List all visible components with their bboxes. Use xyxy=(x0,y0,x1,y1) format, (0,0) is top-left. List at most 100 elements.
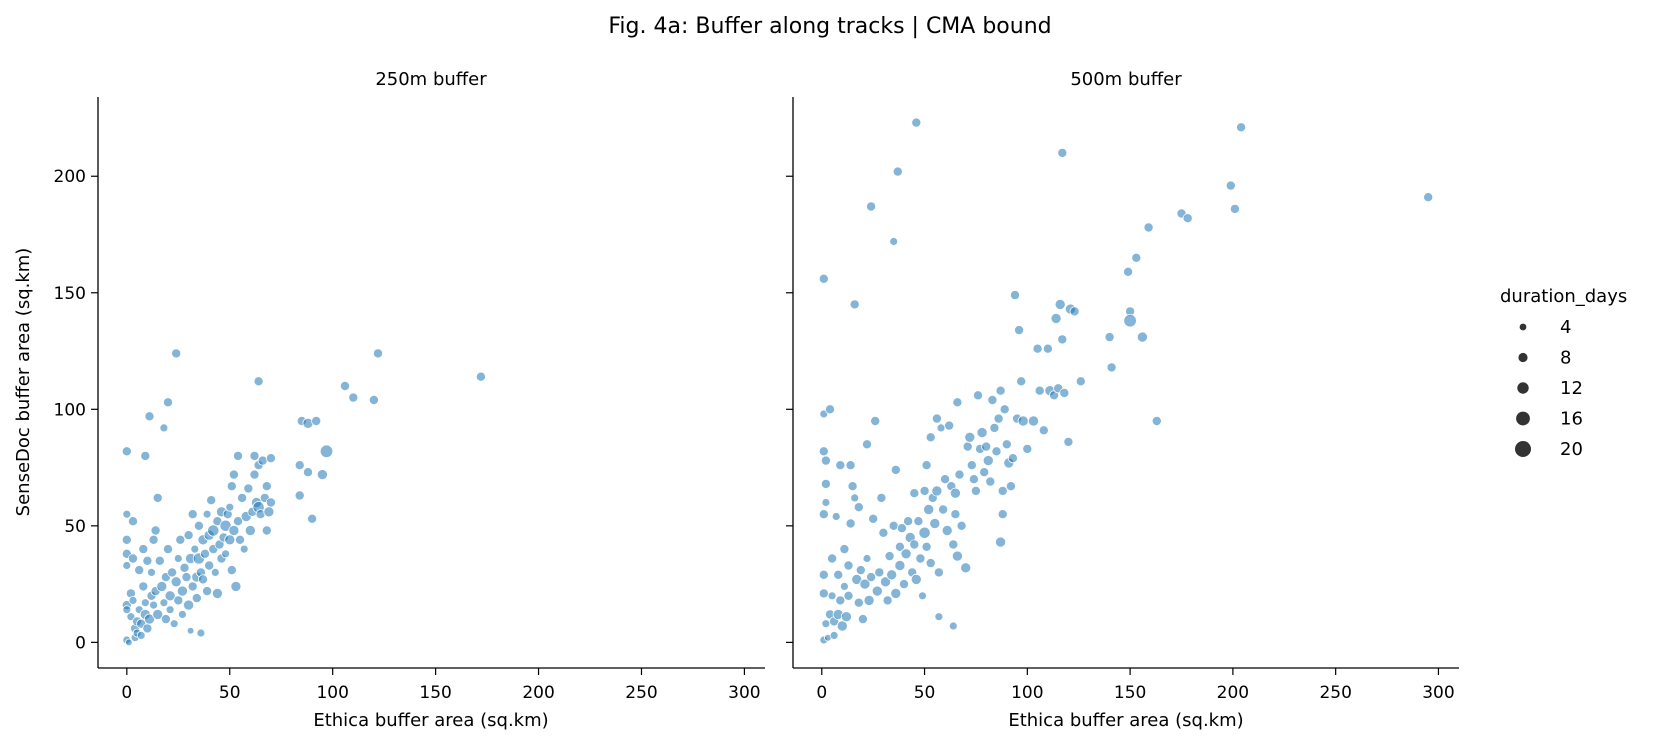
scatter-point-250m-33 xyxy=(148,534,159,545)
scatter-point-500m-150 xyxy=(1104,332,1115,343)
x-tick-label-250m-0: 0 xyxy=(121,683,132,703)
scatter-point-500m-10 xyxy=(821,619,831,629)
panel-500m: 500m buffer 0 50 100 150 200 250 300 Ethica bu… xyxy=(786,69,1459,731)
x-tick-label-250m-100: 100 xyxy=(316,683,348,703)
scatter-point-500m-94 xyxy=(948,539,959,550)
scatter-point-500m-126 xyxy=(1005,481,1016,492)
scatter-point-250m-22 xyxy=(138,581,149,592)
scatter-point-500m-144 xyxy=(1057,334,1068,345)
scatter-point-500m-23 xyxy=(836,620,848,632)
scatter-point-500m-4 xyxy=(818,569,829,580)
scatter-point-250m-135 xyxy=(372,348,383,359)
scatter-point-500m-160 xyxy=(1182,213,1193,224)
scatter-point-250m-12 xyxy=(127,553,138,564)
scatter-point-500m-114 xyxy=(985,476,996,487)
scatter-point-500m-106 xyxy=(968,474,979,485)
x-axis-label-250m: Ethica buffer area (sq.km) xyxy=(313,710,548,731)
scatter-point-500m-39 xyxy=(859,578,871,590)
legend-label-12: 12 xyxy=(1560,378,1583,399)
y-tick-label-250m-150: 150 xyxy=(54,284,86,304)
scatter-point-500m-148 xyxy=(1069,306,1080,317)
scatter-point-500m-65 xyxy=(903,516,914,527)
scatter-point-250m-25 xyxy=(140,598,150,608)
scatter-point-250m-65 xyxy=(187,581,198,592)
scatter-point-250m-77 xyxy=(202,586,213,597)
scatter-point-250m-31 xyxy=(147,568,156,577)
legend-entries: 4 8 12 16 20 xyxy=(1515,317,1583,460)
scatter-point-500m-48 xyxy=(874,567,885,578)
scatter-point-500m-72 xyxy=(913,516,924,527)
scatter-point-250m-1 xyxy=(122,509,132,519)
scatter-point-500m-26 xyxy=(840,611,852,623)
scatter-point-500m-84 xyxy=(931,413,942,424)
scatter-point-500m-116 xyxy=(989,422,1000,433)
scatter-point-500m-14 xyxy=(827,553,838,564)
scatter-point-500m-96 xyxy=(950,509,961,520)
scatter-point-500m-57 xyxy=(890,464,901,475)
scatter-point-500m-151 xyxy=(1106,362,1117,373)
scatter-point-500m-40 xyxy=(862,439,873,450)
scatter-point-250m-133 xyxy=(348,392,359,403)
scatter-point-500m-32 xyxy=(849,299,860,310)
scatter-point-250m-26 xyxy=(140,450,151,461)
scatter-point-250m-49 xyxy=(167,567,178,578)
panel-title-250m: 250m buffer xyxy=(375,69,487,90)
scatter-point-250m-119 xyxy=(261,481,272,492)
scatter-point-250m-136 xyxy=(475,371,486,382)
scatter-point-500m-25 xyxy=(840,582,849,591)
scatter-point-500m-71 xyxy=(910,573,922,585)
scatter-point-250m-93 xyxy=(224,534,236,546)
scatter-point-250m-35 xyxy=(150,525,161,536)
scatter-point-250m-54 xyxy=(173,554,183,563)
scatter-point-500m-156 xyxy=(1136,331,1148,343)
scatter-point-500m-74 xyxy=(918,591,927,601)
scatter-point-500m-113 xyxy=(982,455,994,467)
legend-marker-12 xyxy=(1517,382,1529,394)
scatter-point-250m-62 xyxy=(186,626,195,635)
scatter-point-250m-96 xyxy=(226,481,237,492)
scatter-point-500m-29 xyxy=(845,460,856,471)
scatter-point-500m-91 xyxy=(941,525,953,537)
scatter-point-250m-13 xyxy=(128,596,138,605)
scatter-point-250m-57 xyxy=(177,610,187,619)
scatter-point-500m-47 xyxy=(871,585,883,597)
x-tick-label-250m-200: 200 xyxy=(522,683,554,703)
scatter-point-500m-78 xyxy=(921,460,932,471)
x-tick-label-250m-300: 300 xyxy=(728,683,760,703)
scatter-point-500m-68 xyxy=(909,488,920,499)
scatter-point-250m-127 xyxy=(302,467,313,478)
scatter-point-500m-149 xyxy=(1075,376,1086,387)
scatter-point-500m-15 xyxy=(827,591,837,601)
scatter-point-500m-27 xyxy=(843,560,854,571)
y-tick-label-250m-200: 200 xyxy=(54,167,86,187)
x-ticks-500m: 0 50 100 150 200 250 300 xyxy=(816,668,1455,703)
x-axis-label-500m: Ethica buffer area (sq.km) xyxy=(1008,710,1243,731)
scatter-point-500m-9 xyxy=(821,498,831,507)
size-legend: duration_days 4 8 12 16 20 xyxy=(1500,286,1627,460)
scatter-point-250m-129 xyxy=(311,415,322,426)
panel-title-500m: 500m buffer xyxy=(1070,69,1182,90)
scatter-point-250m-69 xyxy=(193,520,204,531)
y-tick-label-250m-0: 0 xyxy=(75,633,86,653)
scatter-point-500m-52 xyxy=(882,595,893,606)
scatter-point-500m-162 xyxy=(1229,203,1240,214)
scatter-point-250m-0 xyxy=(121,446,132,457)
figure-title: Fig. 4a: Buffer along tracks | CMA bound xyxy=(608,14,1051,39)
scatter-point-500m-70 xyxy=(911,117,922,128)
scatter-point-500m-69 xyxy=(909,539,920,550)
scatter-point-500m-120 xyxy=(995,385,1006,396)
scatter-point-250m-97 xyxy=(228,469,239,480)
scatter-point-250m-4 xyxy=(122,561,132,570)
scatter-point-500m-132 xyxy=(1017,415,1029,427)
scatter-point-500m-128 xyxy=(1010,290,1021,301)
scatter-point-500m-22 xyxy=(835,595,846,606)
y-ticks-250m: 0 50 100 150 200 xyxy=(54,167,98,653)
legend-label-20: 20 xyxy=(1560,439,1583,460)
scatter-point-250m-27 xyxy=(142,623,153,634)
scatter-points-500m xyxy=(818,117,1434,645)
scatter-point-500m-98 xyxy=(952,397,963,408)
scatter-point-500m-35 xyxy=(853,502,864,513)
scatter-point-500m-88 xyxy=(936,423,946,433)
scatter-point-250m-74 xyxy=(197,574,208,585)
